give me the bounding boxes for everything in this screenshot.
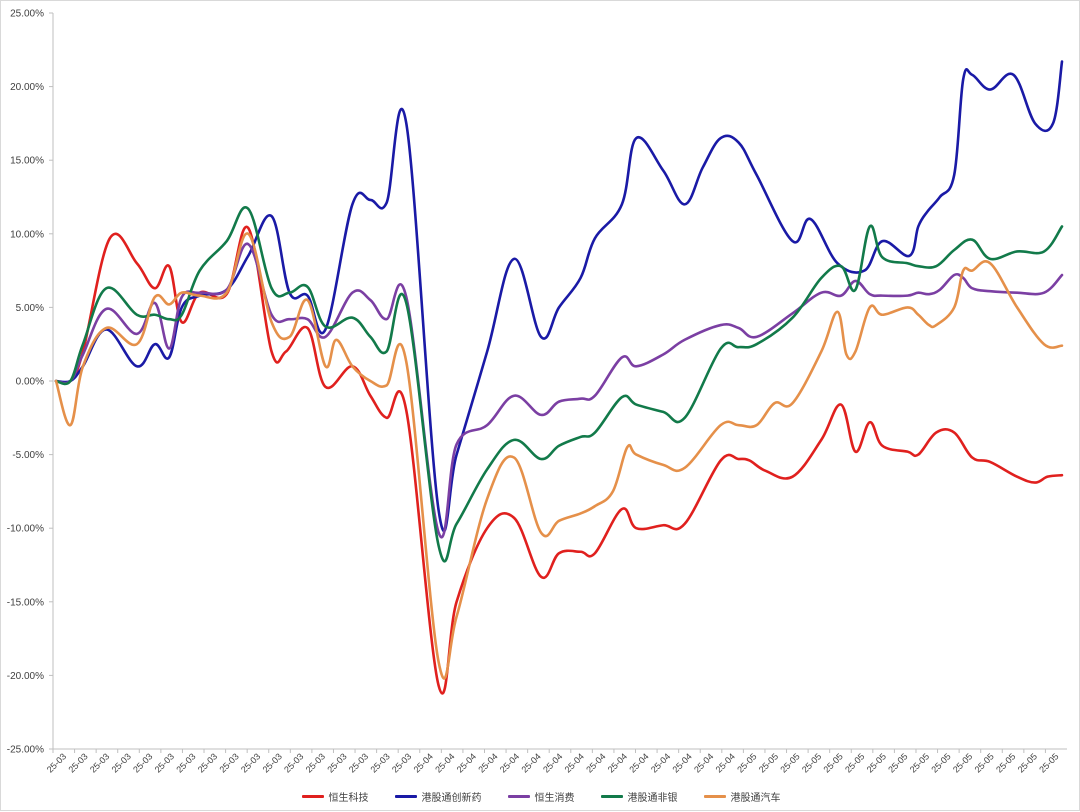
x-tick-label: 25-03	[390, 751, 413, 774]
legend-swatch	[394, 794, 417, 798]
legend-swatch	[301, 794, 324, 798]
series-line-0	[54, 225, 1064, 695]
x-tick-label: 25-04	[455, 751, 478, 774]
legend-swatch	[703, 794, 726, 798]
legend-swatch	[600, 794, 623, 798]
y-tick-label: -20.00%	[7, 671, 44, 682]
y-tick-label: -25.00%	[7, 745, 44, 756]
y-tick-label: -10.00%	[7, 524, 44, 535]
x-tick-label: 25-03	[131, 751, 154, 774]
x-tick-label: 25-04	[412, 751, 435, 774]
x-tick-label: 25-03	[217, 751, 240, 774]
y-tick-label: 10.00%	[10, 229, 44, 240]
x-tick-label: 25-05	[908, 751, 931, 774]
axes: 25.00% 20.00% 15.00% 10.00% 5.00% 0.00% -5.00%…	[7, 9, 1067, 775]
series-line-3	[54, 205, 1064, 563]
x-tick-label: 25-03	[45, 751, 68, 774]
legend-item: 恒生科技	[301, 789, 369, 804]
x-tick-label: 25-04	[692, 751, 715, 774]
y-tick-label: 0.00%	[16, 377, 44, 388]
x-tick-label: 25-05	[886, 751, 909, 774]
x-tick-label: 25-03	[239, 751, 262, 774]
legend-item: 港股通非银	[600, 789, 678, 804]
x-tick-label: 25-04	[519, 751, 542, 774]
x-tick-label: 25-03	[325, 751, 348, 774]
x-tick-label: 25-04	[476, 751, 499, 774]
x-tick-label: 25-03	[110, 751, 133, 774]
x-tick-label: 25-03	[174, 751, 197, 774]
legend-swatch	[507, 794, 530, 798]
x-tick-label: 25-03	[66, 751, 89, 774]
x-tick-label: 25-05	[843, 751, 866, 774]
y-tick-label: 20.00%	[10, 82, 44, 93]
x-tick-label: 25-03	[282, 751, 305, 774]
x-tick-label: 25-05	[994, 751, 1017, 774]
x-tick-label: 25-04	[649, 751, 672, 774]
x-tick-label: 25-04	[498, 751, 521, 774]
x-tick-label: 25-04	[606, 751, 629, 774]
x-tick-label: 25-04	[584, 751, 607, 774]
x-tick-label: 25-05	[1037, 751, 1060, 774]
x-tick-label: 25-04	[714, 751, 737, 774]
x-tick-label: 25-05	[865, 751, 888, 774]
series-lines	[54, 60, 1064, 695]
x-tick-label: 25-05	[951, 751, 974, 774]
y-tick-label: -5.00%	[12, 450, 44, 461]
y-tick-label: -15.00%	[7, 597, 44, 608]
x-tick-label: 25-03	[304, 751, 327, 774]
legend: 恒生科技 港股通创新药 恒生消费 港股通非银 港股通汽车	[1, 787, 1080, 805]
x-tick-label: 25-05	[929, 751, 952, 774]
x-tick-label: 25-05	[735, 751, 758, 774]
x-tick-label: 25-03	[368, 751, 391, 774]
x-tick-label: 25-03	[196, 751, 219, 774]
series-line-2	[54, 242, 1064, 539]
legend-label: 港股通非银	[627, 792, 678, 804]
x-tick-label: 25-05	[973, 751, 996, 774]
legend-label: 恒生消费	[534, 792, 575, 804]
x-tick-label: 25-05	[757, 751, 780, 774]
x-tick-label: 25-05	[778, 751, 801, 774]
legend-item: 恒生消费	[507, 789, 575, 804]
x-tick-label: 25-04	[563, 751, 586, 774]
x-tick-label: 25-05	[822, 751, 845, 774]
x-tick-label: 25-04	[627, 751, 650, 774]
x-tick-label: 25-04	[671, 751, 694, 774]
x-tick-label: 25-05	[800, 751, 823, 774]
x-tick-label: 25-03	[88, 751, 111, 774]
x-tick-label: 25-04	[433, 751, 456, 774]
x-tick-label: 25-03	[347, 751, 370, 774]
y-tick-label: 25.00%	[10, 9, 44, 20]
x-tick-label: 25-03	[153, 751, 176, 774]
legend-label: 港股通汽车	[730, 792, 781, 804]
legend-label: 港股通创新药	[421, 792, 482, 804]
x-tick-label: 25-05	[1016, 751, 1039, 774]
legend-item: 港股通汽车	[703, 789, 781, 804]
y-tick-label: 5.00%	[16, 303, 44, 314]
x-tick-label: 25-04	[541, 751, 564, 774]
legend-label: 恒生科技	[328, 792, 369, 804]
y-tick-label: 15.00%	[10, 156, 44, 167]
legend-item: 港股通创新药	[394, 789, 482, 804]
x-tick-label: 25-03	[261, 751, 284, 774]
series-line-4	[54, 232, 1064, 680]
